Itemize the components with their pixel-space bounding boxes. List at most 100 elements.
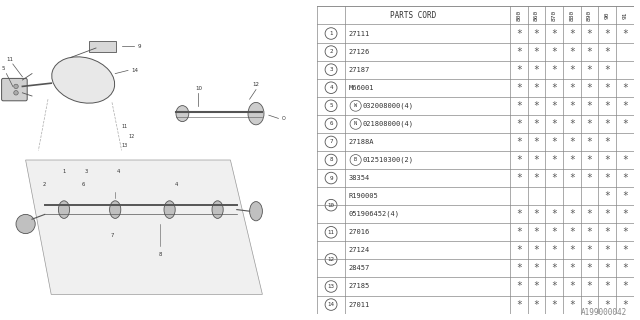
FancyBboxPatch shape: [89, 41, 116, 52]
Text: *: *: [604, 83, 610, 93]
Text: 28457: 28457: [349, 265, 370, 271]
Text: 6: 6: [330, 121, 333, 126]
Text: 27188A: 27188A: [349, 139, 374, 145]
Text: *: *: [604, 173, 610, 183]
Text: 1: 1: [62, 169, 66, 174]
Ellipse shape: [52, 57, 115, 103]
Text: *: *: [604, 47, 610, 57]
Text: *: *: [534, 47, 540, 57]
Text: *: *: [604, 263, 610, 273]
Text: *: *: [516, 209, 522, 219]
Text: *: *: [586, 137, 593, 147]
Text: *: *: [551, 101, 557, 111]
Text: 27016: 27016: [349, 229, 370, 235]
Text: W: W: [354, 103, 357, 108]
Text: *: *: [586, 300, 593, 309]
Text: A199000042: A199000042: [581, 308, 627, 317]
Text: *: *: [604, 245, 610, 255]
Text: *: *: [551, 245, 557, 255]
FancyBboxPatch shape: [2, 78, 28, 101]
Text: R190005: R190005: [349, 193, 378, 199]
Text: *: *: [534, 263, 540, 273]
Text: *: *: [604, 155, 610, 165]
Text: *: *: [604, 28, 610, 38]
Polygon shape: [26, 160, 262, 294]
Ellipse shape: [248, 102, 264, 125]
Text: *: *: [586, 28, 593, 38]
Text: *: *: [551, 137, 557, 147]
Text: *: *: [516, 227, 522, 237]
Ellipse shape: [250, 202, 262, 221]
Text: *: *: [586, 245, 593, 255]
Text: *: *: [569, 282, 575, 292]
Text: *: *: [534, 300, 540, 309]
Text: 27185: 27185: [349, 284, 370, 290]
Text: *: *: [534, 227, 540, 237]
Circle shape: [16, 214, 35, 234]
Text: 27124: 27124: [349, 247, 370, 253]
Text: *: *: [569, 227, 575, 237]
Text: B: B: [354, 157, 357, 163]
Ellipse shape: [58, 201, 70, 218]
Text: *: *: [516, 263, 522, 273]
Circle shape: [14, 84, 19, 89]
Text: 032008000(4): 032008000(4): [363, 102, 414, 109]
Text: 12: 12: [253, 82, 259, 87]
Text: *: *: [551, 47, 557, 57]
Text: *: *: [551, 300, 557, 309]
Text: *: *: [569, 263, 575, 273]
Text: 051906452(4): 051906452(4): [349, 211, 399, 218]
Text: *: *: [534, 173, 540, 183]
Text: 10: 10: [328, 203, 335, 208]
Text: *: *: [569, 119, 575, 129]
Text: 9: 9: [138, 44, 141, 49]
Text: *: *: [569, 137, 575, 147]
Text: 880: 880: [570, 10, 574, 21]
Text: 9: 9: [330, 176, 333, 180]
Text: 12: 12: [128, 134, 134, 139]
Text: *: *: [586, 83, 593, 93]
Text: *: *: [516, 83, 522, 93]
Text: PARTS CORD: PARTS CORD: [390, 11, 436, 20]
Text: *: *: [534, 65, 540, 75]
Text: *: *: [586, 263, 593, 273]
Text: *: *: [604, 300, 610, 309]
Circle shape: [14, 91, 19, 95]
Text: 2: 2: [330, 49, 333, 54]
Text: 14: 14: [328, 302, 335, 307]
Text: 3: 3: [84, 169, 88, 174]
Text: *: *: [551, 28, 557, 38]
Text: *: *: [516, 282, 522, 292]
Text: *: *: [551, 83, 557, 93]
Text: 27126: 27126: [349, 49, 370, 55]
Text: *: *: [534, 28, 540, 38]
Text: *: *: [551, 65, 557, 75]
Text: *: *: [534, 137, 540, 147]
Text: *: *: [534, 245, 540, 255]
Text: *: *: [534, 119, 540, 129]
Text: *: *: [622, 209, 628, 219]
Text: 3: 3: [330, 67, 333, 72]
Text: 13: 13: [328, 284, 335, 289]
Text: 4: 4: [174, 181, 178, 187]
Text: *: *: [622, 28, 628, 38]
Text: *: *: [551, 263, 557, 273]
Text: *: *: [622, 173, 628, 183]
Text: 890: 890: [587, 10, 592, 21]
Text: *: *: [622, 263, 628, 273]
Text: *: *: [516, 173, 522, 183]
Text: *: *: [516, 300, 522, 309]
Text: *: *: [604, 101, 610, 111]
Text: *: *: [622, 155, 628, 165]
Text: 1: 1: [330, 31, 333, 36]
Text: *: *: [586, 155, 593, 165]
Text: *: *: [604, 227, 610, 237]
Text: *: *: [534, 101, 540, 111]
Ellipse shape: [212, 201, 223, 218]
Text: *: *: [569, 101, 575, 111]
Text: O: O: [282, 116, 285, 121]
Text: 5: 5: [330, 103, 333, 108]
Text: *: *: [586, 209, 593, 219]
Text: *: *: [569, 47, 575, 57]
Text: N: N: [354, 121, 357, 126]
